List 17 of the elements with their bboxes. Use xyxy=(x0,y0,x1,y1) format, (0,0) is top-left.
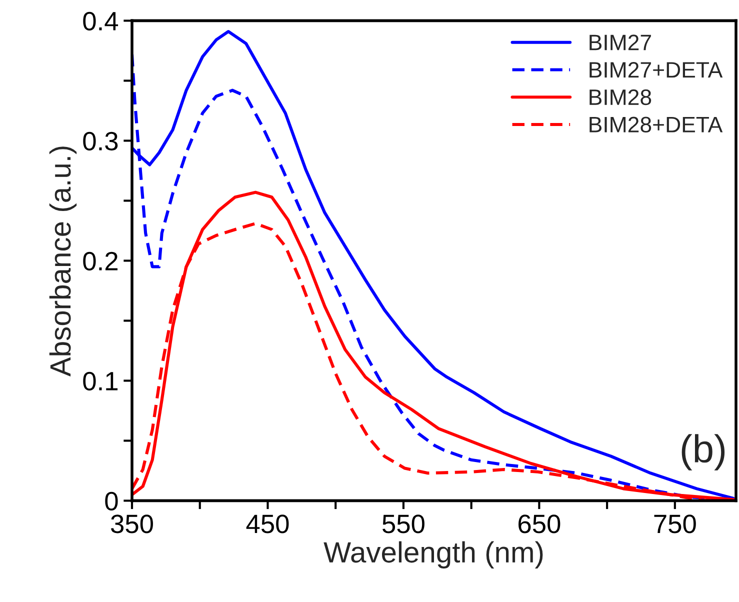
x-tick-label: 350 xyxy=(110,514,153,534)
y-tick-label: 0.2 xyxy=(83,252,118,271)
legend-label: BIM27+DETA xyxy=(590,62,723,78)
x-tick-label: 650 xyxy=(518,514,560,534)
annotation: (b) xyxy=(682,434,725,470)
x-tick-label: 750 xyxy=(654,514,696,534)
legend-label: BIM28+DETA xyxy=(590,116,723,132)
y-tick-label: 0.4 xyxy=(83,12,118,31)
legend-label: BIM28 xyxy=(590,89,652,106)
y-tick-label: 0.1 xyxy=(83,372,118,391)
y-axis-title: Absorbance (a.u.) xyxy=(49,146,77,377)
y-tick-label: 0 xyxy=(105,492,118,511)
legend-label: BIM27 xyxy=(590,34,651,50)
x-tick-label: 450 xyxy=(246,514,289,534)
y-tick-label: 0.3 xyxy=(83,132,118,151)
x-axis-title: Wavelength (nm) xyxy=(324,541,543,568)
x-tick-label: 550 xyxy=(382,514,424,534)
